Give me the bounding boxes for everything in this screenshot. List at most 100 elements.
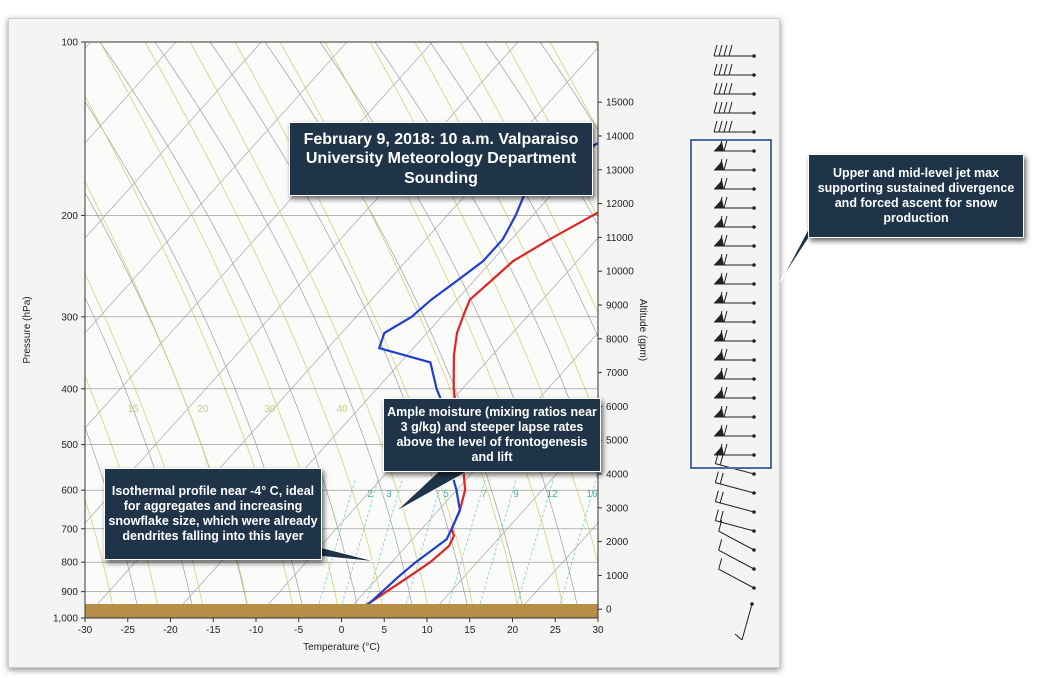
mixing-ratio-label: 16: [586, 489, 598, 500]
mixing-ratio-line: [475, 479, 517, 618]
wind-barb-pennant: [714, 370, 724, 379]
isotherm-label: 15: [127, 404, 139, 415]
wind-barb-shaft: [718, 549, 755, 570]
wind-barb-feather: [723, 272, 728, 285]
y2-tick-label: 14000: [606, 131, 634, 142]
isotherm: [597, 617, 598, 618]
wind-barb: [714, 329, 756, 343]
wind-barb-shaft: [718, 530, 755, 551]
wind-barb-feather: [723, 424, 728, 437]
isotherm: [426, 427, 598, 618]
dry-adiabat: [209, 42, 471, 618]
wind-barb-shaft: [715, 501, 755, 513]
wind-barb-feather: [723, 101, 728, 114]
x-tick-label: -15: [206, 625, 221, 636]
y2-tick-label: 5000: [606, 436, 629, 447]
moist-adiabat: [0, 42, 70, 618]
wind-barb-feather: [723, 215, 728, 228]
y-tick-label: 700: [61, 524, 78, 535]
mixing-ratio-line: [361, 479, 403, 618]
wind-barb-feather: [723, 158, 728, 171]
wind-barb-feather: [714, 471, 719, 483]
wind-barb-feather: [723, 177, 728, 190]
mixing-ratio-label: 3: [386, 489, 392, 500]
moist-adiabat: [85, 498, 116, 618]
wind-barb-feather: [723, 367, 728, 380]
y2-tick-label: 10000: [606, 267, 634, 278]
moisture-callout: Ample moisture (mixing ratios near 3 g/k…: [383, 398, 601, 472]
isotherm: [85, 42, 177, 144]
wind-barb-feather: [718, 215, 723, 228]
wind-barb: [713, 63, 756, 77]
wind-barb-feather: [723, 63, 728, 76]
wind-barb-shaft: [715, 520, 755, 532]
wind-barb-feather: [718, 558, 723, 570]
wind-barb-pennant: [714, 408, 724, 417]
wind-barb-feather: [719, 510, 724, 523]
y-tick-label: 800: [61, 558, 78, 569]
wind-barb-feather: [728, 44, 733, 57]
wind-barb: [714, 509, 756, 533]
temperature-line: [341, 211, 598, 618]
x-tick-label: -30: [78, 625, 93, 636]
mixing-ratio-label: 7: [481, 489, 487, 500]
wind-barb: [714, 348, 756, 362]
wind-barb-pennant: [714, 275, 724, 284]
mixing-ratio-label: 9: [513, 489, 519, 500]
dry-adiabat: [650, 42, 910, 618]
isothermal-callout-text: Isothermal profile near -4° C, ideal for…: [108, 483, 318, 544]
jet-callout-pointer: [779, 225, 811, 283]
jet-callout-text: Upper and mid-level jet max supporting s…: [817, 165, 1015, 226]
wind-barb-feather: [718, 158, 723, 171]
wind-barb-feather: [718, 386, 723, 399]
dry-adiabat: [539, 42, 598, 132]
jet-highlight-box: [690, 139, 772, 469]
y-tick-label: 200: [61, 211, 78, 222]
wind-barb-feather: [718, 101, 723, 114]
wind-barb-feather: [723, 310, 728, 323]
wind-barb: [714, 196, 756, 210]
moisture-callout-text: Ample moisture (mixing ratios near 3 g/k…: [387, 404, 597, 465]
dry-adiabat: [980, 42, 1040, 618]
wind-barb-feather: [723, 82, 728, 95]
wind-barb-feather: [714, 452, 719, 464]
wind-barb: [714, 291, 756, 305]
y2-tick-label: 0: [606, 605, 612, 616]
x-tick-label: 0: [339, 625, 345, 636]
mixing-ratio-line: [512, 479, 554, 618]
wind-barb-feather: [723, 405, 728, 418]
isotherm-label: 30: [264, 404, 276, 415]
x-tick-label: 15: [464, 625, 476, 636]
wind-barb: [714, 139, 756, 153]
title-callout: February 9, 2018: 10 a.m. Valparaiso Uni…: [289, 122, 593, 196]
dry-adiabat: [870, 42, 1040, 618]
dry-adiabat: [1035, 42, 1040, 618]
wind-barb-feather: [718, 234, 723, 247]
wind-barb-feather: [718, 291, 723, 304]
wind-barb-feather: [718, 405, 723, 418]
wind-barb-feather: [734, 633, 743, 641]
ground-band: [85, 604, 598, 618]
wind-barb-shaft: [718, 568, 755, 589]
y2-tick-label: 7000: [606, 368, 629, 379]
wind-barb-feather: [728, 63, 733, 76]
wind-barb: [713, 44, 756, 58]
y-tick-label: 600: [61, 486, 78, 497]
mixing-ratio-label: 5: [443, 489, 449, 500]
wind-barb-pennant: [714, 199, 724, 208]
wind-barb: [714, 310, 756, 324]
wind-barb-feather: [723, 386, 728, 399]
wind-barb-surface: [734, 602, 754, 641]
x-tick-label: -5: [294, 625, 303, 636]
wind-barb-feather: [713, 44, 718, 57]
y2-tick-label: 6000: [606, 402, 629, 413]
mixing-ratio-label: 2: [367, 489, 373, 500]
mixing-ratio-line: [337, 479, 379, 618]
x-tick-label: 5: [381, 625, 387, 636]
wind-barb-pennant: [714, 427, 724, 436]
wind-barb-feather: [718, 196, 723, 209]
wind-barb-pennant: [714, 446, 724, 455]
wind-barb: [714, 234, 756, 248]
wind-barb-feather: [713, 63, 718, 76]
wind-barb-feather: [718, 253, 723, 266]
